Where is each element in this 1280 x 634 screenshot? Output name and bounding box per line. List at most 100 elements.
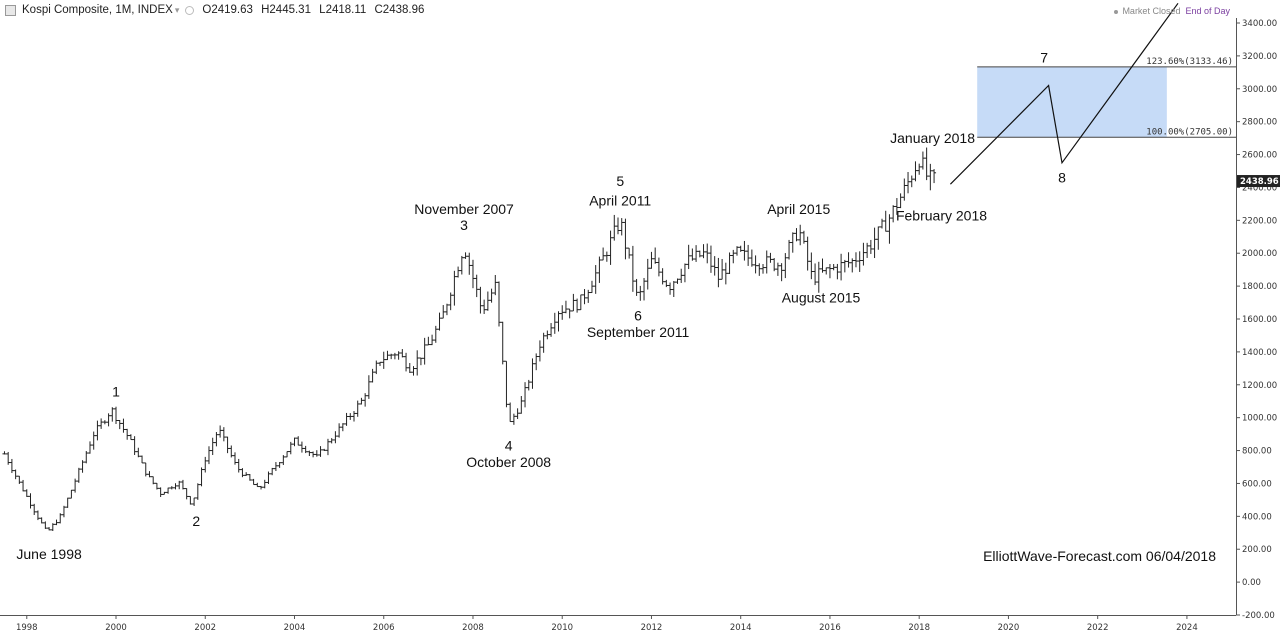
- ohlc-bar: [809, 252, 814, 280]
- ohlc-bar: [839, 253, 844, 281]
- ohlc-bar: [790, 232, 795, 253]
- ohlc-bar: [876, 226, 881, 250]
- ohlc-bar: [526, 379, 531, 391]
- ohlc-bars-layer: [2, 147, 937, 531]
- ohlc-bar: [493, 274, 498, 296]
- wave-annotation: 7: [1040, 49, 1048, 65]
- ohlc-bar: [166, 487, 171, 494]
- ohlc-bar: [35, 510, 40, 521]
- ohlc-bar: [485, 291, 490, 311]
- ohlc-bar: [441, 305, 446, 319]
- ohlc-bar: [761, 263, 766, 274]
- ohlc-bar: [448, 292, 453, 311]
- watermark: ElliottWave-Forecast.com 06/04/2018: [983, 548, 1216, 564]
- ohlc-bar: [158, 487, 163, 498]
- ohlc-bar: [69, 489, 74, 499]
- wave-annotation: January 2018: [890, 130, 975, 146]
- ohlc-bar: [206, 446, 211, 465]
- target-zone-box: [977, 66, 1167, 138]
- y-tick-label: 800.00: [1242, 447, 1272, 457]
- ohlc-bar: [366, 375, 371, 399]
- wave-annotation: 1: [112, 383, 120, 399]
- ohlc-bar: [389, 353, 394, 360]
- last-price-tag: [1237, 175, 1280, 188]
- ohlc-bar: [363, 393, 368, 407]
- ohlc-bar: [917, 163, 922, 175]
- ohlc-bar: [708, 245, 713, 273]
- ohlc-bar: [169, 486, 174, 490]
- x-tick-label: 2010: [551, 623, 573, 633]
- projection-layer: [949, 2, 1179, 185]
- ohlc-bar: [783, 253, 788, 279]
- ohlc-bar: [95, 420, 100, 441]
- ohlc-bar: [868, 239, 873, 254]
- ohlc-bar: [582, 289, 587, 305]
- wave-annotation: 4: [505, 438, 513, 454]
- ohlc-bar: [853, 252, 858, 268]
- ohlc-bar: [203, 456, 208, 473]
- ohlc-bar: [418, 357, 423, 366]
- ohlc-bar: [489, 288, 494, 303]
- ohlc-bar: [47, 527, 52, 531]
- ohlc-bar: [549, 323, 554, 337]
- ohlc-bar: [311, 451, 316, 458]
- ohlc-bar: [225, 436, 230, 454]
- caret-down-icon[interactable]: ▾: [174, 4, 180, 15]
- x-tick-label: 2020: [998, 623, 1020, 633]
- ohlc-bar: [99, 418, 104, 429]
- ohlc-bar: [370, 368, 375, 383]
- ohlc-bar: [54, 519, 59, 526]
- ohlc-bar: [541, 332, 546, 353]
- ohlc-bar: [463, 252, 468, 259]
- open-value: O2419.63: [202, 4, 253, 16]
- ohlc-bar: [563, 300, 568, 314]
- ohlc-bar: [43, 521, 48, 529]
- ohlc-bar: [601, 247, 606, 261]
- wave-annotation: 5: [616, 173, 624, 189]
- visibility-dot-icon[interactable]: [185, 5, 195, 15]
- ohlc-bar: [121, 418, 126, 433]
- ohlc-bar: [511, 413, 516, 425]
- ohlc-bar: [560, 305, 565, 320]
- ohlc-bar: [58, 513, 63, 524]
- ohlc-bar: [679, 268, 684, 283]
- ohlc-bar: [686, 244, 691, 270]
- y-tick-label: 2400.00: [1242, 183, 1277, 193]
- ohlc-bar: [608, 230, 613, 265]
- ohlc-bar: [285, 451, 290, 458]
- ohlc-bar: [474, 274, 479, 298]
- ohlc-bar: [872, 227, 877, 259]
- wave-annotation: November 2007: [414, 201, 514, 217]
- ohlc-bar: [337, 423, 342, 438]
- wave-annotation: 2: [192, 513, 200, 529]
- ohlc-bar: [846, 252, 851, 268]
- ohlc-bar: [668, 282, 673, 295]
- ohlc-bar: [430, 334, 435, 346]
- ohlc-bar: [556, 311, 561, 332]
- y-tick-label: -200.00: [1242, 611, 1275, 621]
- x-tick-label: 2024: [1176, 623, 1198, 633]
- ohlc-bar: [50, 523, 55, 531]
- projection-path: [949, 2, 1179, 185]
- ohlc-bar: [188, 495, 193, 505]
- ohlc-bar: [459, 255, 464, 275]
- ohlc-bar: [827, 263, 832, 279]
- ohlc-bar: [738, 245, 743, 252]
- ohlc-bar: [110, 407, 115, 422]
- ohlc-bar: [805, 236, 810, 271]
- ohlc-bar: [396, 351, 401, 360]
- ohlc-bar: [775, 262, 780, 276]
- ohlc-bar: [80, 460, 85, 473]
- ohlc-bar: [627, 247, 632, 259]
- ohlc-bar: [24, 489, 29, 497]
- last-price-label: 2438.96: [1240, 177, 1279, 187]
- symbol-title[interactable]: Kospi Composite, 1M, INDEX: [22, 4, 173, 16]
- ohlc-bar: [340, 423, 345, 432]
- ohlc-bar: [9, 458, 14, 474]
- ohlc-bar: [894, 198, 899, 215]
- ohlc-bar: [660, 268, 665, 285]
- x-tick-label: 2016: [819, 623, 841, 633]
- ohlc-bar: [898, 193, 903, 209]
